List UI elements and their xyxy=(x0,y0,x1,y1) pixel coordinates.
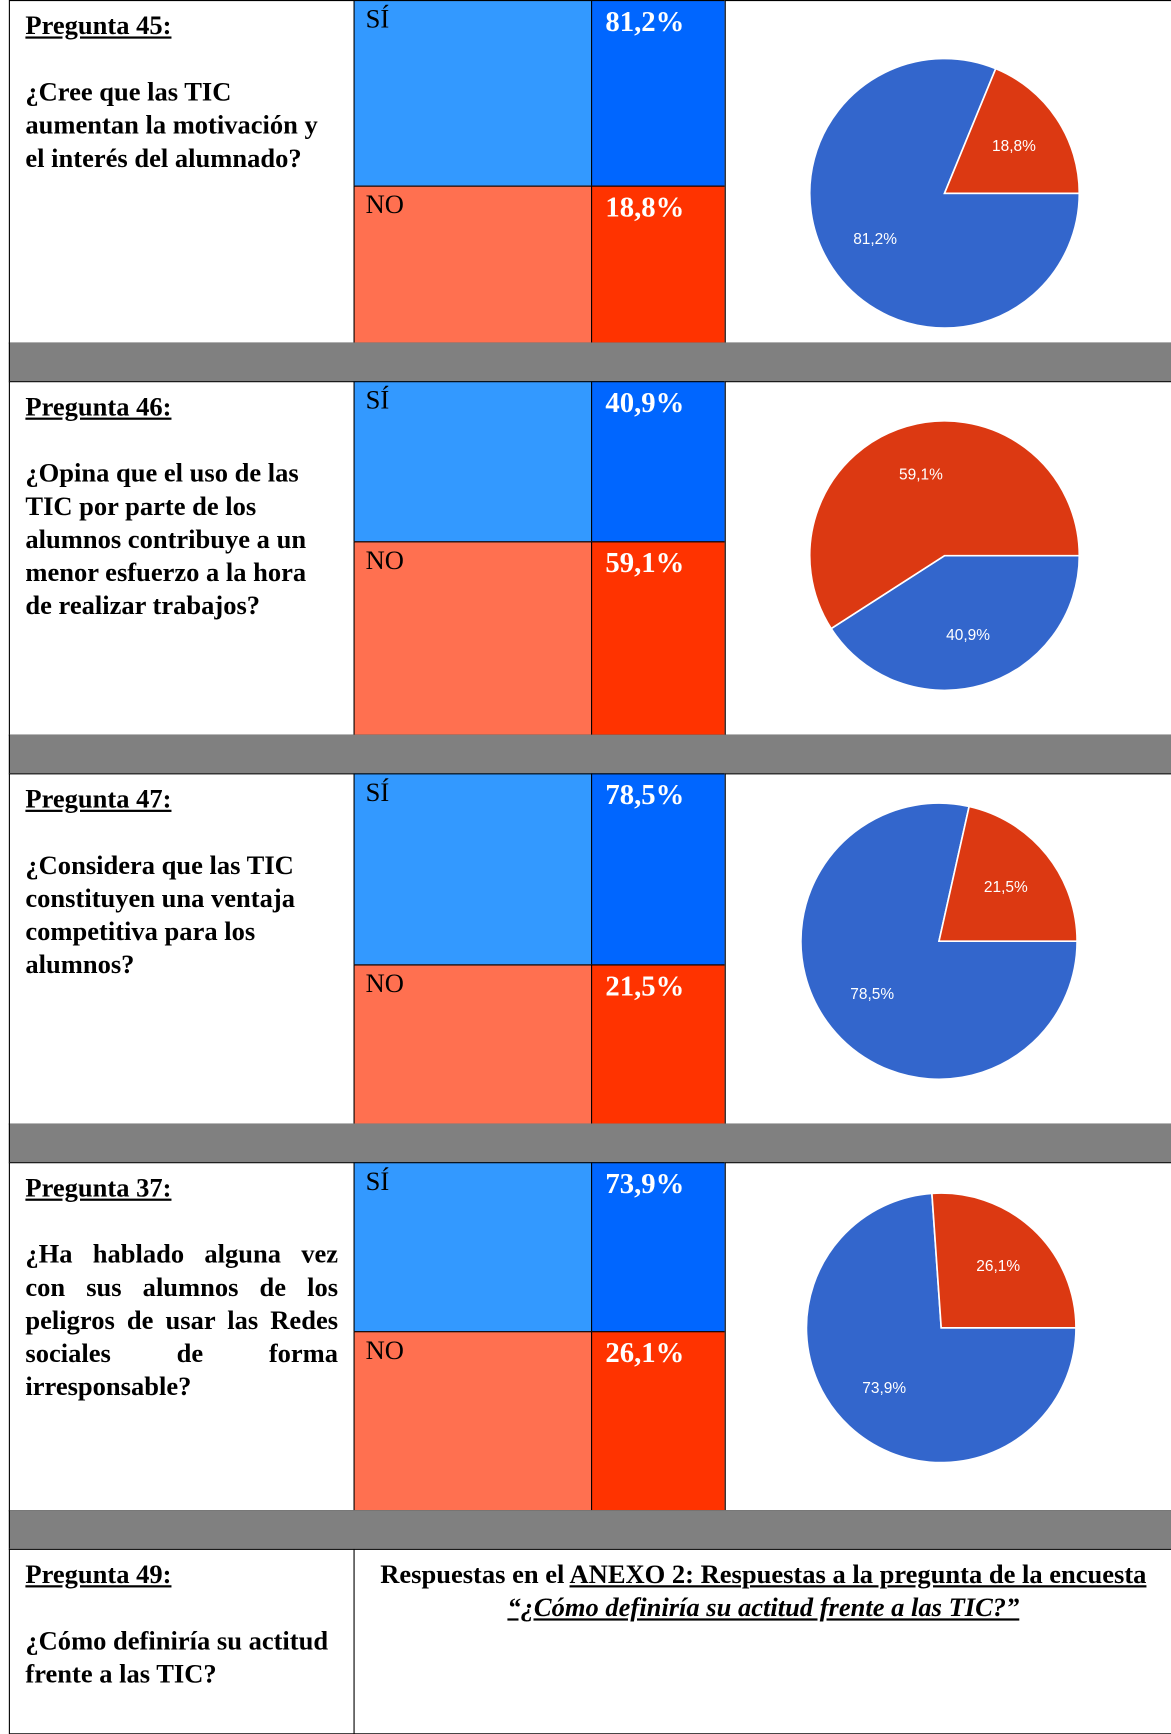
answer-value-cell: 21,5% xyxy=(591,964,726,1125)
question-number: Pregunta 45: xyxy=(25,12,172,41)
answer-label: SÍ xyxy=(365,386,390,416)
answer-value: 78,5% xyxy=(605,778,685,811)
answer-label: NO xyxy=(365,191,404,220)
chart-cell xyxy=(724,0,1171,344)
question-text: ¿Ha hablado alguna vez con sus alumnos d… xyxy=(25,1240,339,1402)
answer-label-cell: SÍ xyxy=(353,773,593,966)
question-cell: Pregunta 49: ¿Cómo definiría su actitud f… xyxy=(8,1548,355,1734)
answer-label-cell: NO xyxy=(353,541,593,736)
question-cell: Pregunta 46: ¿Opina que el uso de las TIC… xyxy=(8,381,355,736)
answer-label: SÍ xyxy=(365,1167,390,1197)
answer-value-cell: 59,1% xyxy=(591,541,726,736)
question-cell: Pregunta 37: ¿Ha hablado alguna vez con s… xyxy=(8,1162,355,1512)
answer-value: 18,8% xyxy=(605,191,685,224)
question-text: ¿Cree que las TIC aumentan la motivación… xyxy=(25,78,318,174)
answer-value: 21,5% xyxy=(605,969,685,1002)
answer-value: 40,9% xyxy=(605,386,685,419)
answer-label-cell: SÍ xyxy=(353,1162,593,1333)
question-cell: Pregunta 45: ¿Cree que las TIC aumentan l… xyxy=(8,0,355,344)
answer-value-cell: 78,5% xyxy=(591,773,726,966)
question-cell: Pregunta 47: ¿Considera que las TIC const… xyxy=(8,773,355,1125)
answer-value-cell: 40,9% xyxy=(591,381,726,543)
note-cell: Respuestas en el ANEXO 2: Respuestas a l… xyxy=(353,1548,1171,1734)
separator xyxy=(8,734,1171,775)
answer-value: 26,1% xyxy=(605,1336,685,1369)
question-number: Pregunta 47: xyxy=(25,785,172,815)
answer-value-cell: 73,9% xyxy=(591,1162,726,1333)
answer-label: SÍ xyxy=(365,778,390,808)
note-link: ANEXO 2: Respuestas a la pregunta de la … xyxy=(569,1560,1147,1590)
question-number: Pregunta 46: xyxy=(25,393,172,422)
question-number: Pregunta 49: xyxy=(25,1560,172,1590)
separator xyxy=(8,1510,1171,1550)
answer-label-cell: SÍ xyxy=(353,381,593,543)
answer-value-cell: 18,8% xyxy=(591,185,726,344)
note-text: Respuestas en el xyxy=(380,1560,570,1590)
question-number: Pregunta 37: xyxy=(25,1174,172,1204)
chart-cell xyxy=(724,1162,1171,1512)
note-quote: “¿Cómo definiría su actitud frente a las… xyxy=(507,1594,1020,1623)
answer-label: NO xyxy=(365,1336,404,1366)
question-text: ¿Cómo definiría su actitud frente a las … xyxy=(25,1627,329,1690)
chart-cell xyxy=(724,773,1171,1125)
answer-value-cell: 26,1% xyxy=(591,1331,726,1512)
chart-cell xyxy=(724,381,1171,736)
answer-label-cell: NO xyxy=(353,1331,593,1512)
answer-label: SÍ xyxy=(365,5,390,35)
question-text: ¿Opina que el uso de las TIC por parte d… xyxy=(25,459,307,621)
answer-label: NO xyxy=(365,969,404,999)
separator xyxy=(8,342,1171,383)
answer-label: NO xyxy=(365,546,404,576)
answer-label-cell: NO xyxy=(353,964,593,1125)
answer-label-cell: NO xyxy=(353,185,593,344)
answer-label-cell: SÍ xyxy=(353,0,593,187)
question-text: ¿Considera que las TIC constituyen una v… xyxy=(25,851,295,980)
separator xyxy=(8,1123,1171,1164)
answer-value: 59,1% xyxy=(605,546,685,579)
answer-value: 73,9% xyxy=(605,1167,685,1200)
answer-value-cell: 81,2% xyxy=(591,0,726,187)
answer-value: 81,2% xyxy=(605,5,685,38)
